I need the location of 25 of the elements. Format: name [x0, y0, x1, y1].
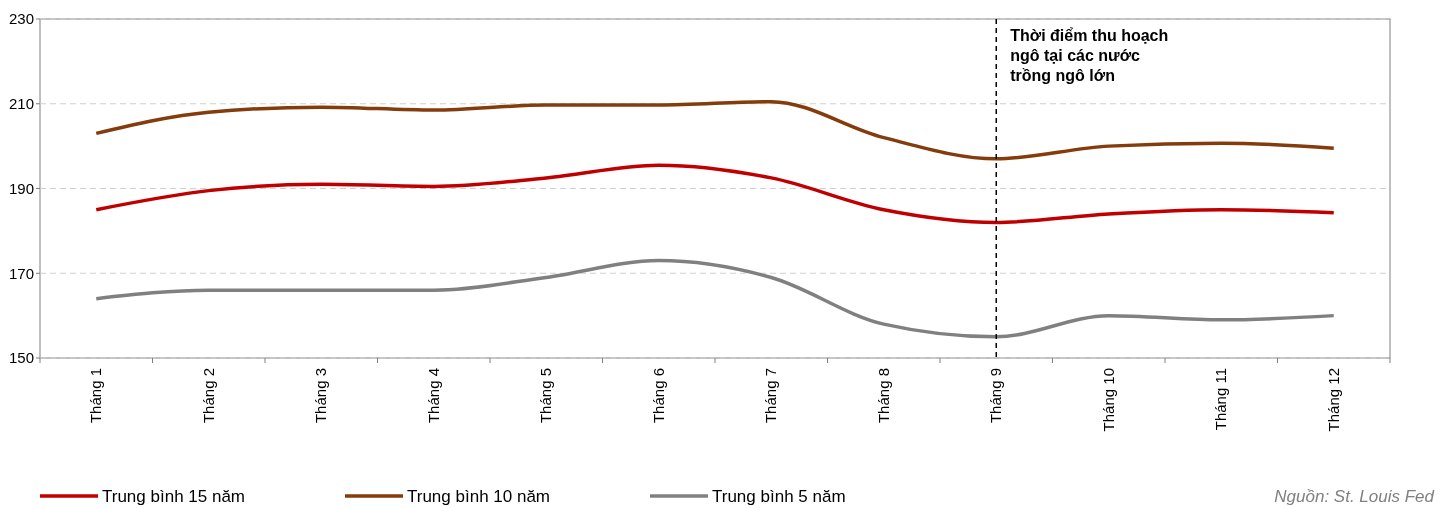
- y-tick-label: 210: [8, 95, 34, 112]
- x-tick-label: Tháng 10: [1099, 368, 1117, 432]
- legend-label: Trung bình 10 năm: [407, 486, 551, 506]
- legend-label: Trung bình 15 năm: [102, 486, 246, 506]
- y-tick-label: 230: [8, 10, 34, 28]
- y-tick-label: 190: [8, 179, 34, 197]
- y-tick-label: 170: [8, 264, 34, 282]
- text: Nguồn: St. Louis Fed: [1274, 486, 1435, 506]
- x-tick-label: Tháng 5: [537, 368, 555, 424]
- line-series: [94, 163, 1336, 225]
- x-tick-label: Tháng 8: [874, 368, 892, 424]
- x-tick-label: Tháng 12: [1324, 368, 1342, 432]
- x-tick-label: Tháng 3: [312, 368, 330, 424]
- x-tick-label: Tháng 9: [987, 368, 1005, 424]
- line-series: [94, 99, 1336, 161]
- y-tick-label: 150: [8, 349, 34, 367]
- x-tick-label: Tháng 6: [649, 368, 667, 424]
- x-tick-label: Tháng 1: [87, 368, 105, 424]
- line-series: [94, 258, 1336, 339]
- x-tick-label: Tháng 4: [424, 368, 442, 424]
- x-tick-label: Tháng 11: [1212, 368, 1230, 431]
- ref-line-label: Thời điểm thu hoạch ngô tại các nước trồng ngô lớn: [1010, 27, 1169, 84]
- x-tick-label: Tháng 2: [199, 368, 217, 424]
- legend-label: Trung bình 5 năm: [712, 486, 846, 506]
- x-tick-label: Tháng 7: [762, 368, 780, 424]
